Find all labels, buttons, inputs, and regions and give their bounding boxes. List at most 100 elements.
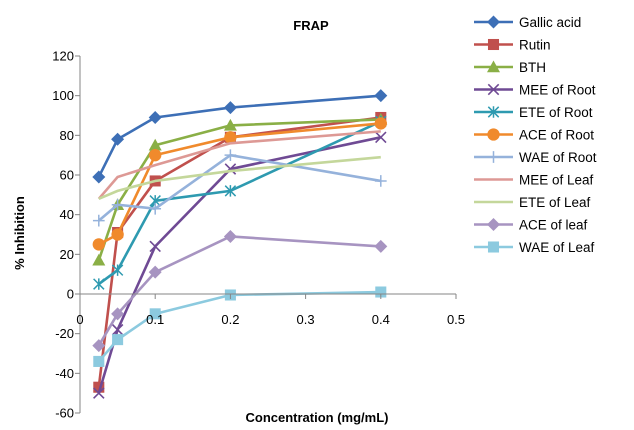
data-point (93, 381, 105, 393)
x-tick-label: 0.1 (146, 312, 164, 327)
data-point (92, 214, 105, 227)
data-point (111, 307, 125, 321)
series-rutin (93, 111, 387, 393)
data-point (92, 339, 106, 353)
data-point (148, 110, 162, 124)
legend-item: MEE of Root (474, 83, 596, 98)
series-ace-of-root (92, 117, 387, 251)
legend-marker (487, 38, 500, 51)
legend-item: Rutin (474, 38, 551, 53)
data-point (223, 229, 237, 243)
data-point (92, 253, 106, 266)
x-tick-label: 0.3 (297, 312, 315, 327)
data-point (224, 149, 237, 162)
data-point (111, 264, 124, 276)
legend-label: Rutin (519, 38, 551, 53)
legend-label: ACE of Root (519, 128, 594, 143)
series-line (98, 155, 381, 200)
y-tick-label: -40 (55, 366, 74, 381)
legend: Gallic acid Rutin BTH MEE of Root ETE of Roo… (474, 15, 597, 255)
series-line (97, 235, 381, 347)
y-tick-label: -60 (55, 406, 74, 421)
legend-item: ACE of Root (474, 128, 594, 143)
x-tick-label: 0 (76, 312, 83, 327)
data-point (112, 334, 124, 346)
legend-marker (487, 128, 500, 141)
legend-item: WAE of Leaf (474, 240, 595, 255)
data-point (111, 323, 124, 336)
legend-marker (487, 151, 500, 163)
legend-label: MEE of Root (519, 83, 596, 98)
series-wae-of-root (92, 149, 387, 227)
data-point (148, 265, 162, 279)
data-point (374, 239, 388, 253)
data-point (223, 118, 237, 131)
data-point (223, 101, 237, 115)
legend-label: WAE of Leaf (519, 240, 595, 255)
series-ete-of-leaf (98, 155, 381, 200)
plot-series (92, 89, 388, 399)
series-ace-of-leaf (92, 229, 388, 353)
y-tick-label: 40 (60, 207, 74, 222)
data-point (149, 308, 161, 320)
x-axis-title: Concentration (mg/mL) (246, 410, 389, 425)
data-point (149, 202, 162, 215)
data-point (224, 185, 237, 197)
series-wae-of-leaf (93, 286, 387, 367)
series-mee-of-leaf (97, 130, 381, 200)
legend-marker (487, 218, 500, 231)
legend-item: MEE of Leaf (474, 173, 594, 188)
y-tick-label: -20 (55, 326, 74, 341)
series-line (97, 130, 381, 200)
y-tick-label: 120 (52, 49, 74, 64)
legend-label: WAE of Root (519, 150, 597, 165)
data-point (111, 198, 124, 211)
legend-item: Gallic acid (474, 15, 581, 30)
data-point (93, 355, 105, 367)
data-point (375, 131, 387, 144)
data-point (374, 89, 388, 103)
axes (75, 55, 457, 414)
y-tick-label: 80 (60, 128, 74, 143)
data-point (92, 170, 106, 184)
data-point (148, 138, 162, 151)
series-line (97, 136, 382, 394)
data-point (374, 175, 387, 187)
x-tick-label: 0.4 (372, 312, 390, 327)
data-point (149, 240, 161, 253)
data-point (111, 228, 124, 241)
legend-marker (487, 60, 500, 73)
y-tick-label: 20 (60, 247, 74, 262)
legend-item: WAE of Root (474, 150, 597, 165)
legend-label: MEE of Leaf (519, 173, 594, 188)
legend-marker (487, 241, 500, 253)
legend-marker (487, 83, 500, 96)
legend-item: ETE of Leaf (474, 195, 591, 210)
legend-label: Gallic acid (519, 15, 581, 30)
y-axis-title: % Inhibition (12, 196, 27, 270)
chart-title: FRAP (293, 18, 329, 33)
x-tick-label: 0.2 (221, 312, 239, 327)
data-point (92, 238, 105, 251)
legend-item: BTH (474, 60, 546, 75)
y-tick-label: 100 (52, 88, 74, 103)
legend-item: ETE of Root (474, 105, 593, 120)
y-tick-label: 0 (67, 287, 74, 302)
legend-marker (487, 106, 500, 118)
legend-marker (487, 15, 500, 29)
data-point (111, 132, 125, 146)
data-point (224, 131, 237, 144)
y-tick-labels: -60 -40 -20 0 20 40 60 80 100 120 (52, 49, 74, 421)
legend-label: ETE of Root (519, 105, 593, 120)
legend-label: ACE of leaf (519, 218, 588, 233)
data-point (93, 278, 105, 290)
series-line (97, 290, 381, 363)
series-gallic-acid (92, 89, 388, 184)
data-point (93, 387, 105, 399)
legend-item: ACE of leaf (474, 218, 588, 233)
data-point (149, 148, 162, 162)
legend-label: BTH (519, 60, 546, 75)
legend-label: ETE of Leaf (519, 195, 591, 210)
x-tick-labels: 0 0.1 0.2 0.3 0.4 0.5 (76, 312, 465, 327)
